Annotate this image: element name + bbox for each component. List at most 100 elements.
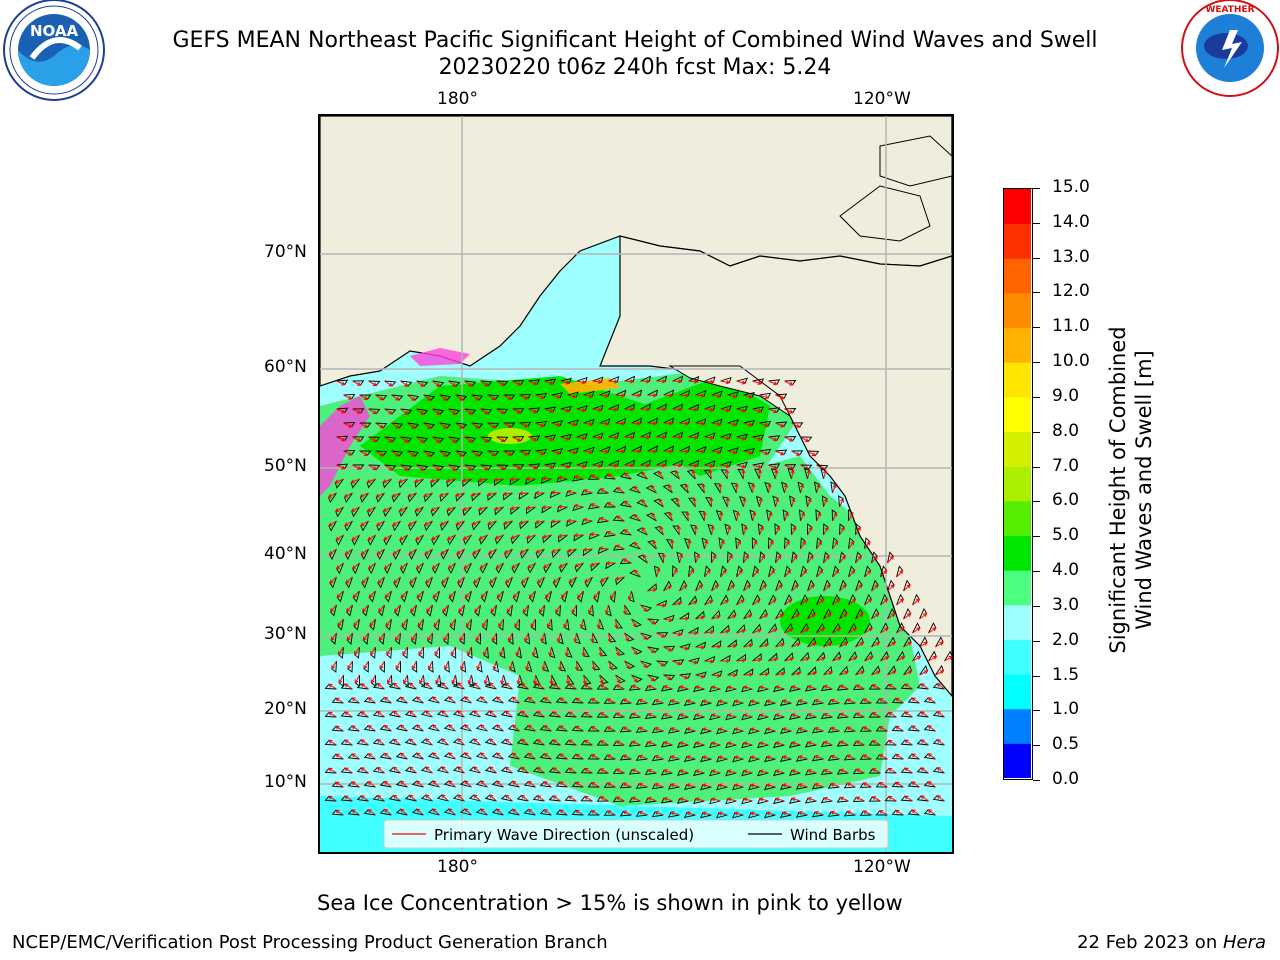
- wave-direction-arrow: [848, 598, 857, 606]
- wind-barb: [443, 780, 456, 788]
- wave-direction-arrow: [797, 727, 808, 732]
- wave-direction-arrow: [471, 450, 480, 457]
- wave-direction-arrow: [679, 616, 690, 621]
- wave-direction-arrow: [518, 491, 529, 496]
- wave-direction-arrow: [519, 422, 529, 428]
- wind-barb: [523, 604, 529, 617]
- wave-direction-arrow: [669, 783, 680, 788]
- wave-direction-arrow: [758, 685, 769, 690]
- wave-direction-arrow: [573, 632, 578, 643]
- wave-direction-arrow: [508, 660, 513, 671]
- wind-barb: [340, 683, 353, 690]
- wave-direction-arrow: [710, 713, 721, 718]
- wind-barb: [683, 728, 696, 734]
- wind-barb: [656, 375, 668, 382]
- wind-barb: [442, 604, 449, 617]
- wave-direction-arrow: [759, 450, 769, 456]
- wind-barb: [564, 684, 577, 690]
- wind-barb: [689, 524, 696, 536]
- wind-barb: [423, 394, 436, 401]
- wind-barb: [839, 551, 846, 564]
- wind-barb: [784, 463, 797, 469]
- wind-barb: [452, 682, 465, 690]
- wave-direction-arrow: [413, 478, 424, 483]
- wave-direction-arrow: [701, 755, 712, 760]
- wind-barb: [629, 514, 641, 522]
- wave-direction-arrow: [480, 464, 489, 471]
- wave-direction-arrow: [352, 408, 362, 414]
- wave-direction-arrow: [864, 627, 873, 634]
- colorbar-tick-label: 9.0: [1052, 385, 1080, 406]
- wind-barb: [823, 579, 831, 592]
- wind-barb: [768, 537, 773, 550]
- wind-barb: [823, 608, 832, 620]
- wave-direction-arrow: [489, 682, 497, 690]
- wind-barb: [725, 686, 737, 693]
- wave-direction-arrow: [608, 463, 619, 468]
- wave-direction-arrow: [685, 727, 696, 732]
- wind-barb: [447, 534, 456, 546]
- wave-direction-arrow: [456, 576, 465, 584]
- wind-barb: [727, 551, 733, 564]
- wave-direction-arrow: [606, 726, 616, 732]
- wave-direction-arrow: [742, 685, 753, 690]
- wave-direction-arrow: [647, 393, 658, 398]
- wave-direction-arrow: [823, 584, 831, 592]
- colorbar-tick-mark: [1033, 327, 1040, 329]
- wind-barb: [820, 797, 833, 804]
- wave-direction-arrow: [720, 569, 727, 578]
- wind-barb: [629, 590, 635, 603]
- wave-direction-arrow: [726, 797, 737, 802]
- wind-barb: [401, 590, 408, 603]
- wave-direction-arrow: [327, 683, 337, 690]
- wind-barb: [645, 485, 657, 494]
- wave-direction-arrow: [846, 810, 856, 816]
- wind-barb: [752, 653, 762, 662]
- wind-barb: [891, 754, 904, 760]
- wind-barb: [660, 798, 673, 804]
- wind-barb: [539, 781, 552, 788]
- wind-barb: [816, 565, 823, 578]
- wave-direction-arrow: [368, 380, 378, 387]
- wave-direction-arrow: [384, 380, 393, 387]
- wind-barb: [497, 590, 504, 603]
- wave-direction-arrow: [464, 408, 473, 415]
- wave-direction-arrow: [608, 660, 613, 671]
- wind-barb: [462, 506, 472, 517]
- wave-direction-arrow: [638, 698, 648, 704]
- wave-direction-arrow: [448, 752, 456, 760]
- wave-direction-arrow: [685, 811, 696, 816]
- wave-direction-arrow: [887, 584, 895, 592]
- wave-direction-arrow: [832, 540, 839, 550]
- wave-direction-arrow: [408, 682, 417, 690]
- wind-barb: [375, 422, 388, 428]
- wind-barb: [759, 579, 767, 592]
- wave-direction-arrow: [416, 752, 424, 760]
- wave-direction-arrow: [503, 422, 513, 428]
- wind-barb: [672, 403, 684, 410]
- colorbar-swatch: [1004, 362, 1031, 398]
- wind-barb: [636, 499, 648, 508]
- wind-barb: [644, 769, 657, 776]
- wind-barb: [748, 812, 760, 819]
- colorbar-swatch: [1004, 639, 1031, 675]
- wind-barb: [852, 797, 865, 803]
- wave-direction-arrow: [360, 711, 369, 718]
- wind-barb: [409, 576, 417, 589]
- wave-direction-arrow: [599, 740, 609, 746]
- wind-barb: [369, 618, 376, 631]
- wind-barb: [679, 417, 691, 424]
- nws-logo: WEATHER: [1178, 0, 1280, 100]
- wind-barb: [775, 667, 785, 676]
- wave-direction-arrow: [936, 682, 945, 690]
- wave-direction-arrow: [560, 464, 571, 469]
- wind-barb: [612, 516, 625, 522]
- wave-direction-arrow: [335, 534, 344, 541]
- wave-direction-arrow: [720, 629, 731, 634]
- wind-barb: [811, 728, 824, 734]
- wave-direction-arrow: [614, 618, 619, 629]
- wind-barb: [788, 742, 801, 748]
- wave-direction-arrow: [384, 436, 393, 443]
- wind-barb: [784, 623, 793, 634]
- wave-direction-arrow: [685, 699, 696, 704]
